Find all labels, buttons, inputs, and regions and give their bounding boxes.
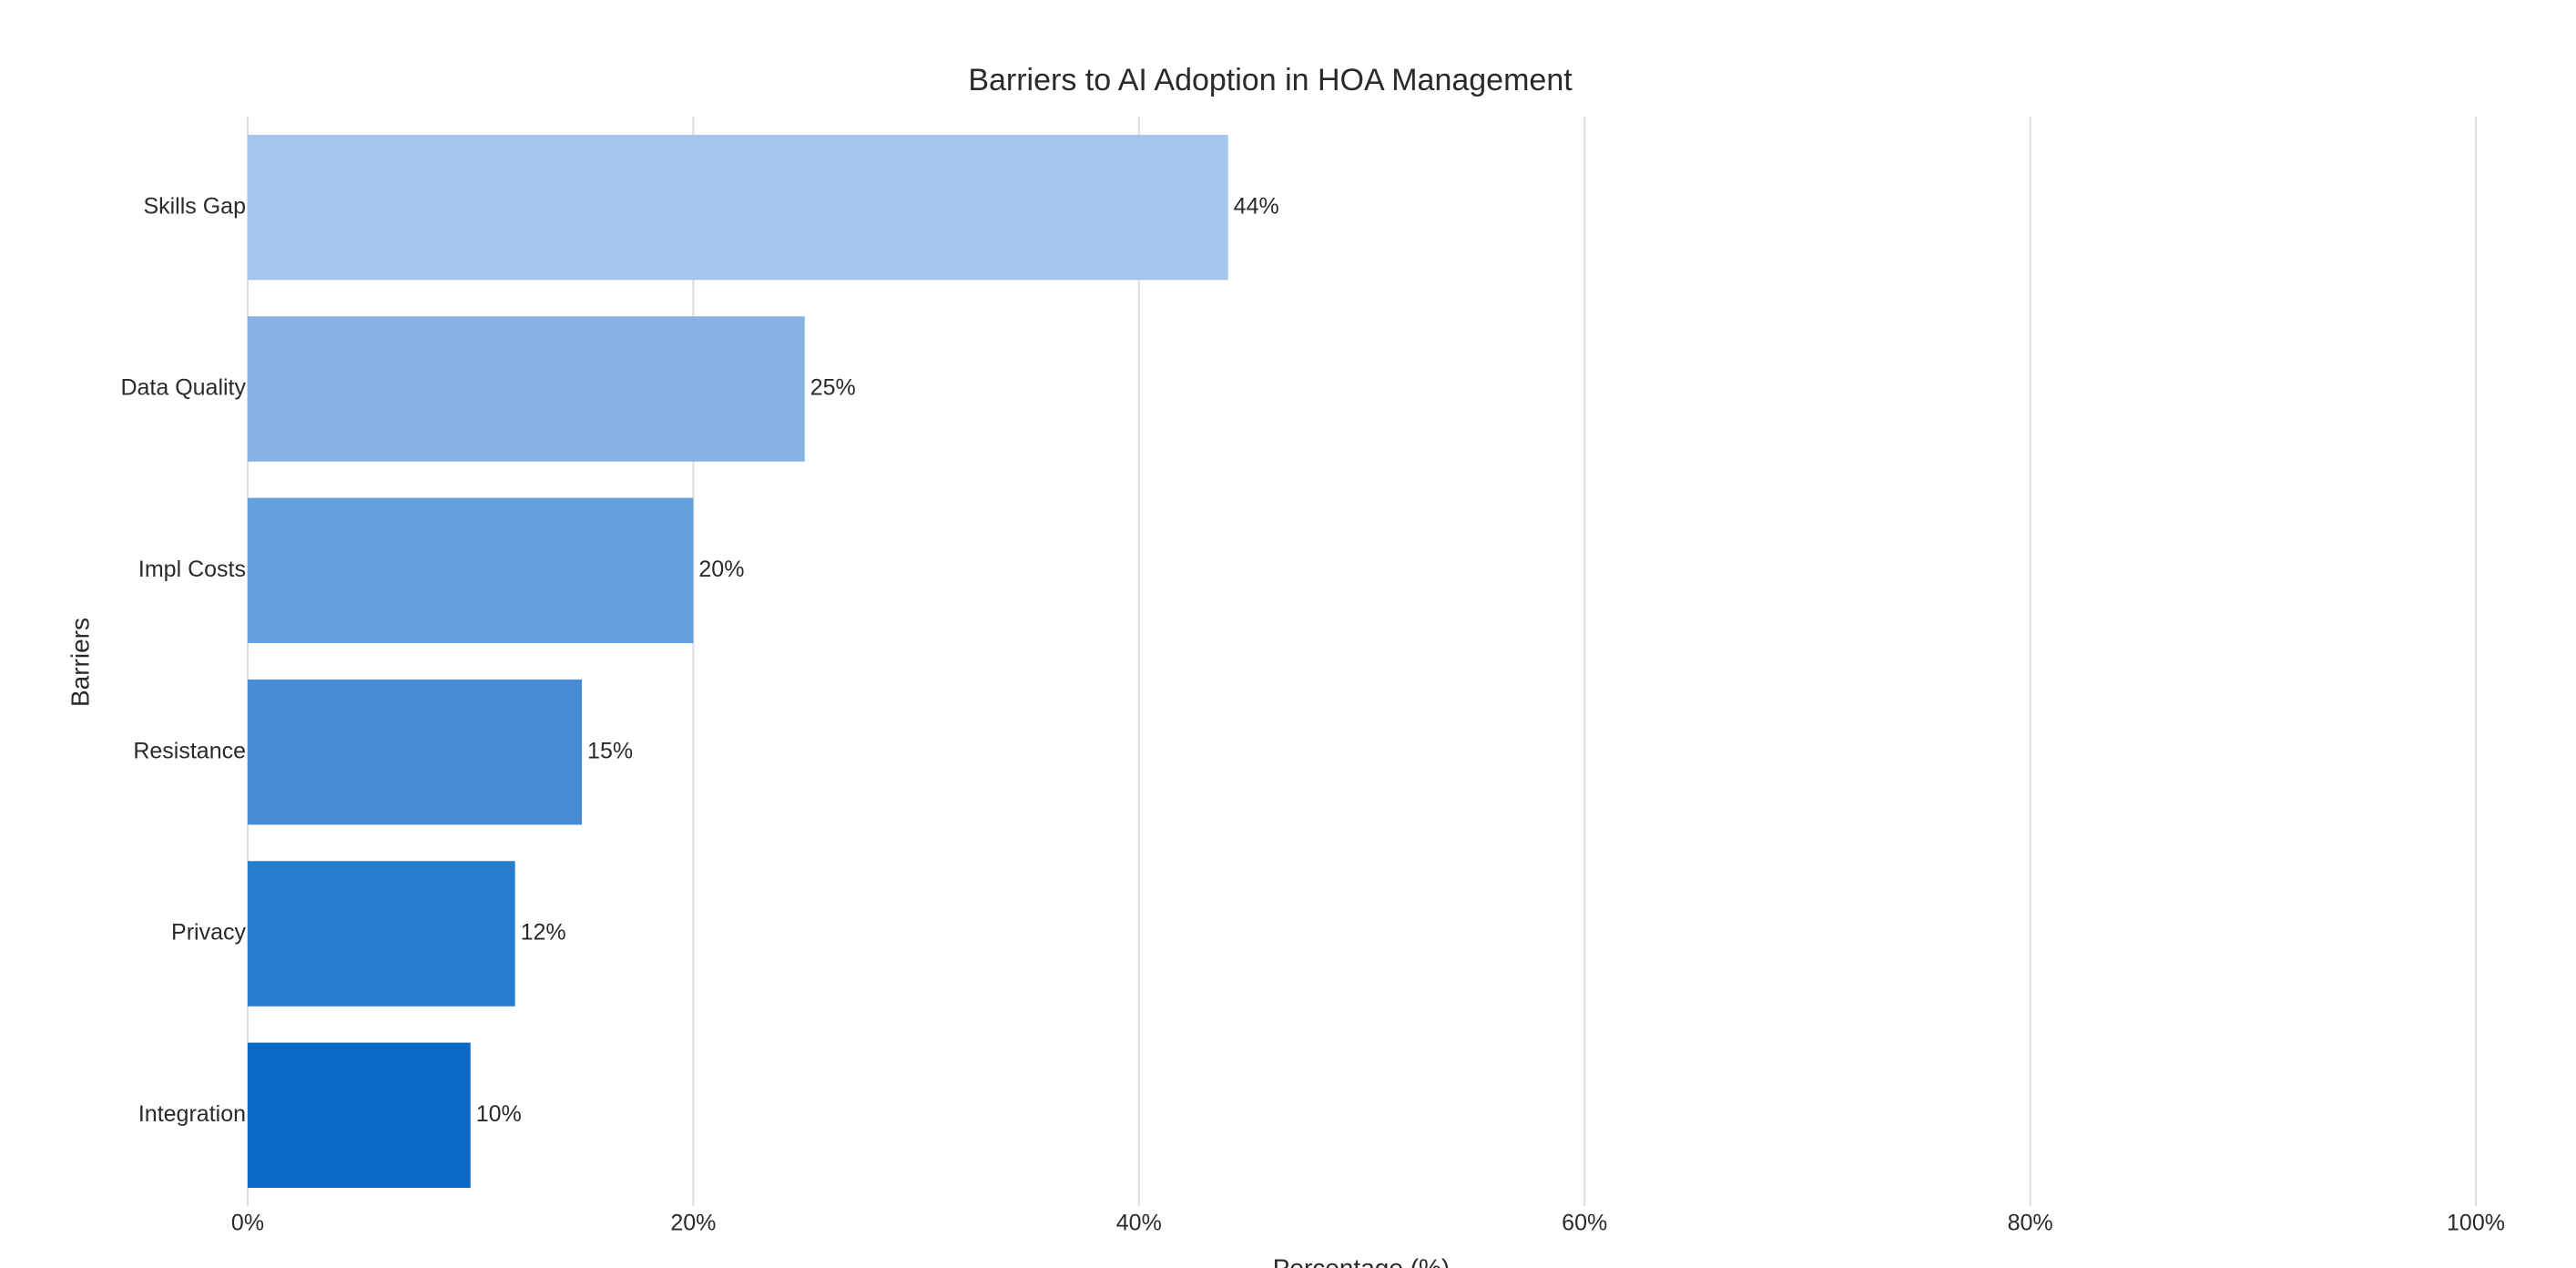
bar bbox=[248, 134, 1228, 281]
y-axis-label: Barriers bbox=[66, 618, 94, 707]
value-label: 10% bbox=[476, 1101, 522, 1127]
y-tick-label: Skills Gap bbox=[143, 193, 246, 219]
bar bbox=[248, 679, 583, 825]
bar bbox=[248, 861, 515, 1007]
value-label: 12% bbox=[521, 920, 566, 946]
bar bbox=[248, 316, 805, 462]
x-axis-label: Percentage (%) bbox=[1273, 1253, 1451, 1268]
x-tick-label: 0% bbox=[231, 1211, 264, 1236]
bar bbox=[248, 1042, 471, 1189]
x-tick-label: 60% bbox=[1562, 1211, 1607, 1236]
value-label: 44% bbox=[1234, 193, 1279, 219]
x-tick-label: 100% bbox=[2447, 1211, 2505, 1236]
chart-title: Barriers to AI Adoption in HOA Managemen… bbox=[968, 63, 1573, 97]
y-tick-label: Data Quality bbox=[120, 375, 246, 401]
x-tick-label: 80% bbox=[2008, 1211, 2053, 1236]
y-tick-label: Impl Costs bbox=[138, 557, 246, 582]
x-tick-label: 40% bbox=[1116, 1211, 1162, 1236]
value-label: 20% bbox=[698, 557, 744, 582]
y-tick-label: Privacy bbox=[171, 920, 246, 946]
value-label: 15% bbox=[587, 738, 633, 763]
value-label: 25% bbox=[810, 375, 856, 401]
y-tick-label: Resistance bbox=[133, 738, 246, 763]
bar bbox=[248, 497, 694, 644]
y-tick-label: Integration bbox=[138, 1101, 246, 1127]
x-tick-label: 20% bbox=[670, 1211, 716, 1236]
